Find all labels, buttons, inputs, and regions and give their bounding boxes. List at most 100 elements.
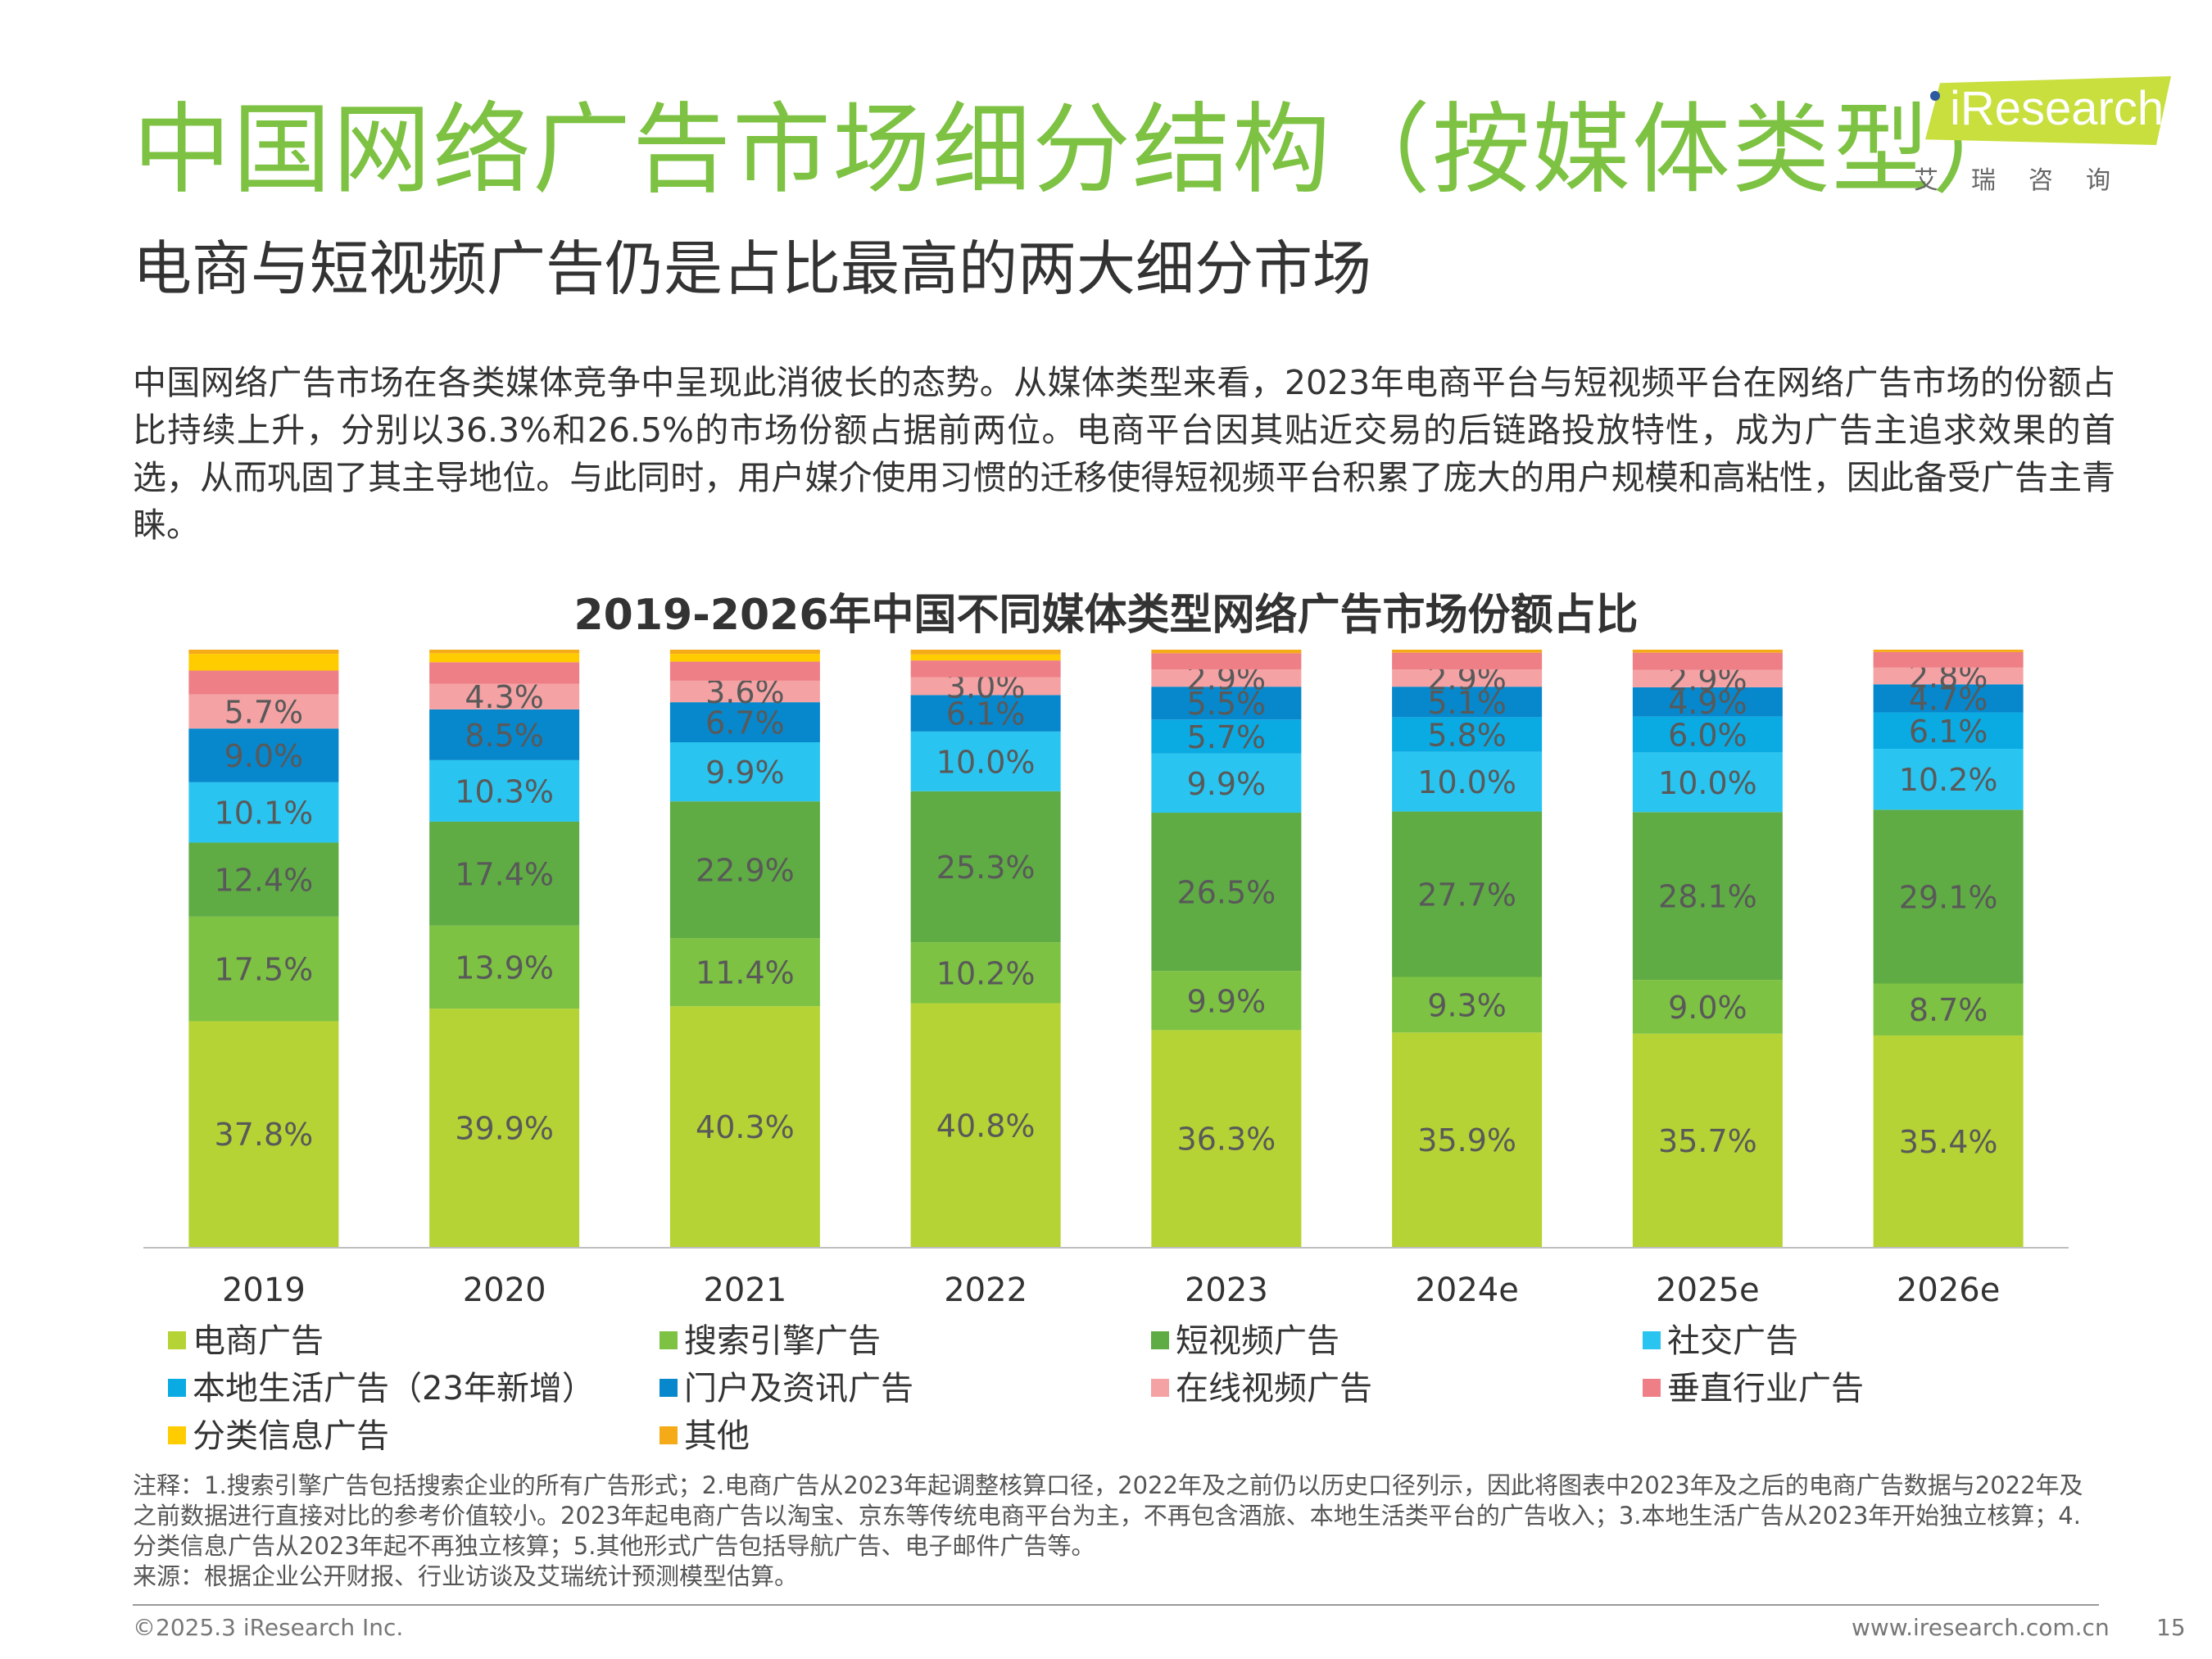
page-number: 15 xyxy=(2156,1614,2186,1641)
legend-item-7: 在线视频广告 xyxy=(1151,1368,1372,1409)
legend-swatch-7 xyxy=(1151,1379,1169,1397)
bar-segment-7-2019 xyxy=(188,694,339,729)
page-title: 中国网络广告市场细分结构（按媒体类型） xyxy=(133,93,2032,207)
footer-divider xyxy=(133,1604,2099,1606)
data-label-3-2022: 25.3% xyxy=(936,850,1036,886)
x-tick-label-2021: 2021 xyxy=(703,1271,786,1309)
data-label-5-2025e: 6.0% xyxy=(1668,718,1747,754)
bar-segment-1-2020 xyxy=(429,1009,580,1247)
legend-swatch-9 xyxy=(168,1426,186,1444)
data-label-2-2021: 11.4% xyxy=(696,955,795,991)
bar-segment-2-2022 xyxy=(910,942,1061,1004)
legend-label-10: 其他 xyxy=(684,1417,750,1455)
bar-segment-7-2020 xyxy=(429,683,580,709)
data-label-1-2024e: 35.9% xyxy=(1417,1122,1516,1158)
bar-segment-10-2021 xyxy=(669,650,820,655)
legend-item-6: 门户及资讯广告 xyxy=(660,1368,913,1409)
legend-item-5: 本地生活广告（23年新增） xyxy=(168,1368,595,1409)
legend-label-8: 垂直行业广告 xyxy=(1667,1370,1864,1407)
bar-segment-2-2021 xyxy=(669,938,820,1007)
legend-label-5: 本地生活广告（23年新增） xyxy=(193,1370,595,1407)
notes: 注释：1.搜索引擎广告包括搜索企业的所有广告形式；2.电商广告从2023年起调整… xyxy=(133,1471,2099,1592)
footer-url: www.iresearch.com.cn xyxy=(1852,1614,2110,1641)
bar-segment-8-2022 xyxy=(910,660,1061,678)
bar-segment-6-2021 xyxy=(669,702,820,742)
legend-swatch-5 xyxy=(168,1379,186,1397)
bar-segment-6-2025e xyxy=(1632,687,1783,717)
bar-segment-10-2020 xyxy=(429,650,580,654)
data-label-4-2022: 10.0% xyxy=(936,744,1036,780)
data-label-1-2019: 37.8% xyxy=(215,1117,314,1153)
data-label-4-2025e: 10.0% xyxy=(1658,765,1757,801)
data-label-1-2026e: 35.4% xyxy=(1899,1124,1998,1160)
data-label-3-2024e: 27.7% xyxy=(1417,877,1516,913)
legend-label-9: 分类信息广告 xyxy=(193,1417,389,1455)
page-subtitle: 电商与短视频广告仍是占比最高的两大细分市场 xyxy=(133,234,1372,303)
legend-label-3: 短视频广告 xyxy=(1176,1322,1339,1360)
data-label-5-2023: 5.7% xyxy=(1187,719,1267,755)
logo-subtext: 艾瑞咨询 xyxy=(1914,166,2143,195)
bar-segment-3-2025e xyxy=(1632,812,1783,981)
legend-label-2: 搜索引擎广告 xyxy=(684,1322,881,1360)
bar-segment-8-2026e xyxy=(1873,651,2024,668)
bar-segment-10-2026e xyxy=(1873,650,2024,652)
bar-segment-9-2020 xyxy=(429,653,580,663)
data-label-3-2019: 12.4% xyxy=(215,863,314,899)
bar-segment-8-2020 xyxy=(429,662,580,684)
bar-segment-5-2023 xyxy=(1151,719,1302,754)
bar-segment-10-2025e xyxy=(1632,650,1783,653)
bar-segment-7-2021 xyxy=(669,680,820,703)
data-label-3-2020: 17.4% xyxy=(455,856,554,892)
bar-segment-8-2025e xyxy=(1632,652,1783,670)
data-label-4-2026e: 10.2% xyxy=(1899,762,1998,798)
bar-segment-3-2019 xyxy=(188,842,339,917)
bar-segment-1-2023 xyxy=(1151,1030,1302,1247)
x-tick-label-2019: 2019 xyxy=(222,1271,306,1309)
bar-segment-10-2024e xyxy=(1392,650,1543,653)
bar-segment-4-2019 xyxy=(188,782,339,843)
data-label-4-2020: 10.3% xyxy=(455,773,554,809)
data-label-3-2025e: 28.1% xyxy=(1658,879,1757,915)
data-label-2-2019: 17.5% xyxy=(215,952,314,988)
bar-segment-3-2020 xyxy=(429,821,580,926)
data-label-7-2020: 4.3% xyxy=(465,679,544,715)
bar-segment-4-2023 xyxy=(1151,753,1302,814)
data-label-6-2021: 6.7% xyxy=(705,705,785,741)
x-tick-label-2022: 2022 xyxy=(944,1271,1027,1309)
logo-wordmark: iResearch xyxy=(1950,82,2164,135)
legend-label-4: 社交广告 xyxy=(1667,1322,1798,1360)
bar-segment-9-2021 xyxy=(669,654,820,662)
bar-segment-5-2025e xyxy=(1632,716,1783,753)
bar-segment-8-2023 xyxy=(1151,653,1302,670)
legend-swatch-3 xyxy=(1151,1331,1169,1349)
bar-segment-5-2024e xyxy=(1392,717,1543,752)
bar-segment-8-2021 xyxy=(669,661,820,681)
data-label-2-2026e: 8.7% xyxy=(1909,992,1988,1028)
bar-segment-7-2024e xyxy=(1392,669,1543,687)
bar-segment-2-2024e xyxy=(1392,977,1543,1033)
bar-segment-9-2022 xyxy=(910,654,1061,661)
logo-background xyxy=(1925,76,2171,145)
notes-text: 注释：1.搜索引擎广告包括搜索企业的所有广告形式；2.电商广告从2023年起调整… xyxy=(133,1471,2083,1560)
bar-segment-4-2021 xyxy=(669,741,820,802)
legend-item-2: 搜索引擎广告 xyxy=(660,1321,881,1362)
bar-segment-10-2023 xyxy=(1151,650,1302,654)
bar-segment-10-2019 xyxy=(188,650,339,655)
bar-segment-3-2022 xyxy=(910,791,1061,943)
bar-segment-10-2022 xyxy=(910,650,1061,655)
bar-segment-4-2022 xyxy=(910,731,1061,791)
bar-segment-4-2024e xyxy=(1392,751,1543,812)
data-label-6-2020: 8.5% xyxy=(465,718,544,754)
data-label-6-2026e: 4.7% xyxy=(1909,681,1988,717)
data-label-6-2024e: 5.1% xyxy=(1427,685,1507,721)
legend-item-3: 短视频广告 xyxy=(1151,1321,1339,1362)
data-label-2-2025e: 9.0% xyxy=(1668,990,1747,1026)
bar-segment-8-2024e xyxy=(1392,652,1543,670)
data-label-1-2023: 36.3% xyxy=(1177,1122,1276,1158)
bar-segment-1-2024e xyxy=(1392,1032,1543,1247)
bar-segment-8-2019 xyxy=(188,670,339,695)
bar-segment-1-2025e xyxy=(1632,1033,1783,1247)
data-label-3-2026e: 29.1% xyxy=(1899,879,1998,915)
bar-segment-9-2019 xyxy=(188,654,339,671)
legend-swatch-4 xyxy=(1643,1331,1661,1349)
